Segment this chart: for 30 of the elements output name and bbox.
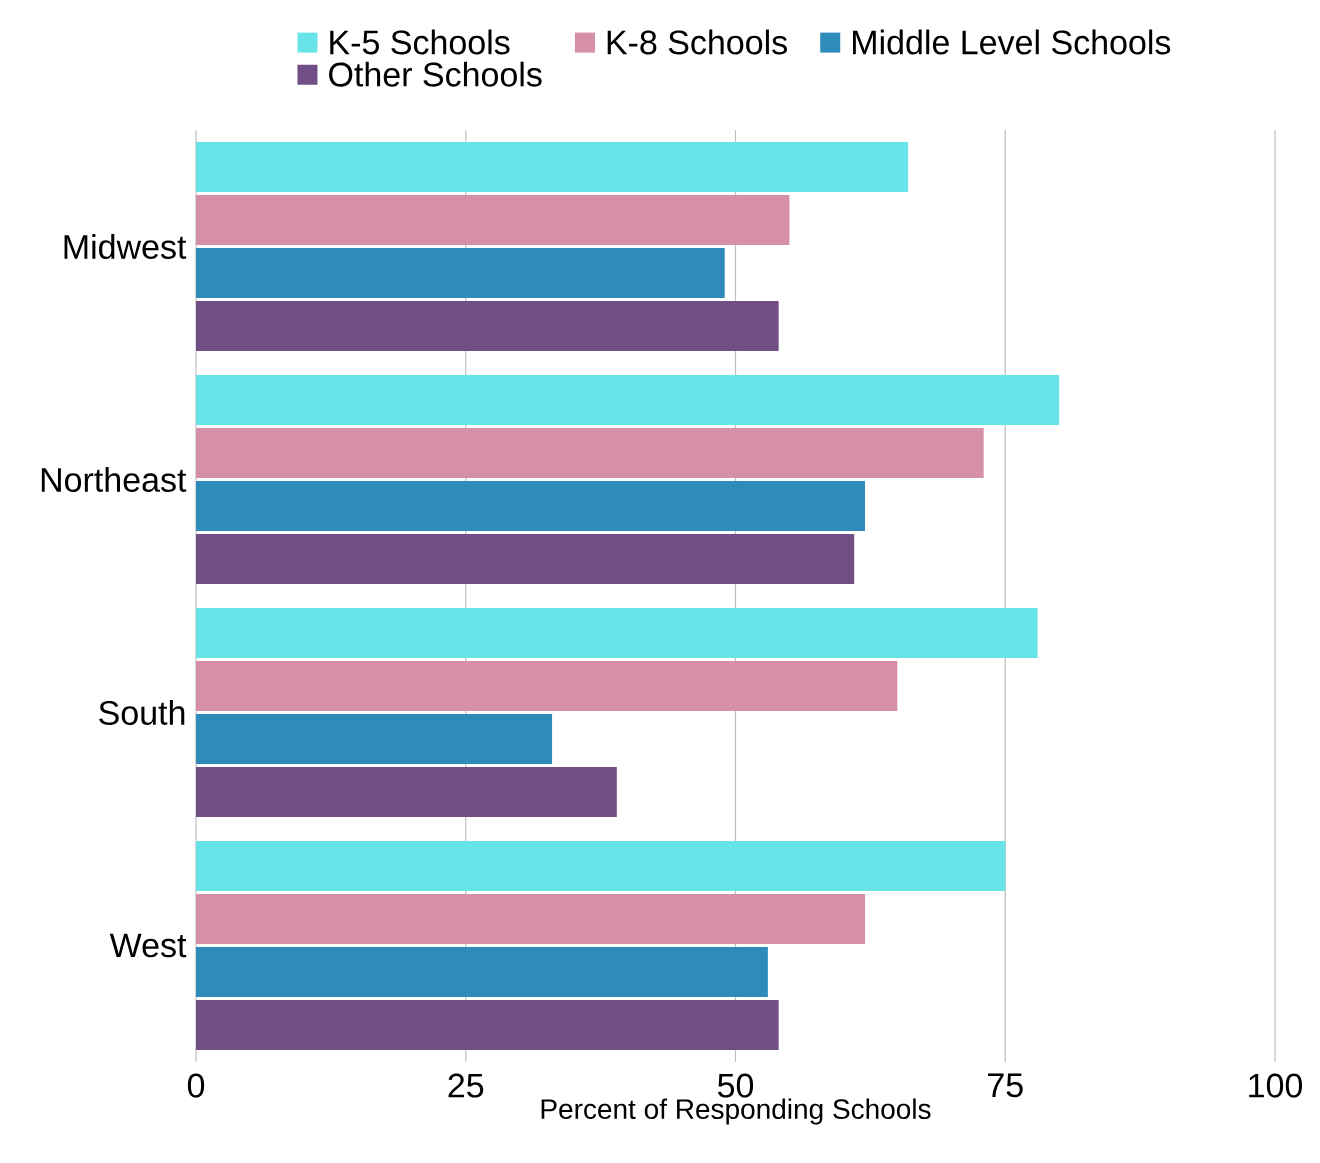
bar <box>196 534 855 585</box>
y-tick-label: Northeast <box>41 467 187 492</box>
legend-label: Middle Level Schools <box>853 29 1171 55</box>
x-tick-label: 25 <box>448 1073 484 1098</box>
bar <box>196 947 768 998</box>
y-tick-label: South <box>99 700 185 725</box>
legend-label: K-5 Schools <box>330 29 510 55</box>
bar <box>196 767 617 818</box>
bar <box>196 428 984 479</box>
y-tick-label: Midwest <box>64 234 187 259</box>
legend-label: Other Schools <box>329 61 542 87</box>
y-tick-label: West <box>109 933 187 958</box>
bar <box>196 248 725 299</box>
bar <box>196 481 865 532</box>
x-tick-label: 50 <box>717 1073 754 1098</box>
x-tick-label: 0 <box>187 1073 205 1098</box>
bar <box>196 661 898 712</box>
bar <box>196 608 1038 659</box>
bar <box>196 841 1006 892</box>
bar <box>196 142 909 193</box>
x-tick-label: 75 <box>988 1073 1023 1098</box>
x-tick-label: 100 <box>1249 1073 1303 1098</box>
bar <box>196 195 790 246</box>
legend-label: K-8 Schools <box>607 29 787 55</box>
bar <box>196 375 1060 426</box>
bar <box>196 301 779 352</box>
bar <box>196 894 865 945</box>
bar <box>196 1000 779 1051</box>
x-axis-title: Percent of Responding Schools <box>541 1098 931 1125</box>
bar <box>196 714 553 765</box>
